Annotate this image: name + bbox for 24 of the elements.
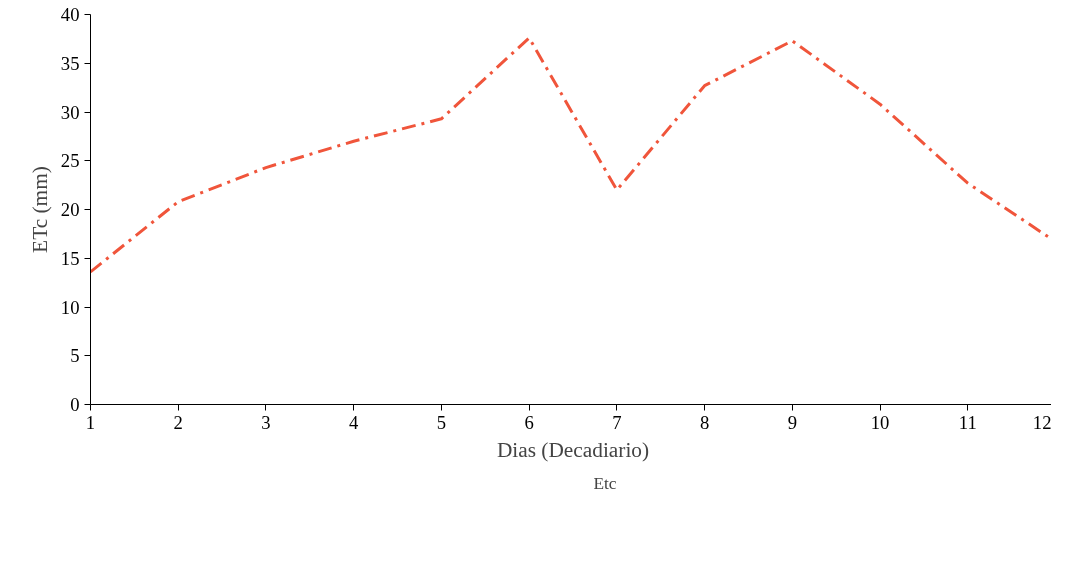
- y-tick-label: 20: [60, 199, 80, 220]
- x-tick-label: 8: [699, 411, 710, 433]
- x-axis-title: Dias (Decadiario): [496, 437, 650, 462]
- x-tick-label: 12: [1032, 411, 1052, 433]
- x-tick-label: 11: [958, 411, 977, 433]
- x-tick-label: 9: [787, 411, 797, 433]
- y-tick-label: 10: [60, 296, 80, 318]
- x-tick-label: 1: [85, 411, 96, 433]
- x-tick-label: 2: [173, 411, 183, 433]
- y-tick-label: 25: [60, 150, 80, 172]
- x-tick-label: 4: [349, 411, 360, 433]
- y-tick-label: 0: [70, 394, 80, 415]
- y-tick-label: 30: [60, 101, 80, 123]
- x-tick-label: 3: [261, 411, 271, 433]
- x-tick-label: 10: [870, 411, 890, 433]
- y-tick-label: 15: [60, 247, 80, 269]
- text: Etc: [593, 474, 617, 494]
- x-tick-label: 5: [436, 411, 447, 433]
- y-tick-label: 5: [70, 345, 80, 367]
- y-tick-label: 35: [60, 52, 80, 74]
- y-tick-label: 40: [60, 4, 80, 25]
- x-tick-label: 7: [612, 411, 622, 433]
- y-axis-title: ETc (mm): [27, 166, 52, 253]
- x-tick-label: 6: [524, 411, 534, 433]
